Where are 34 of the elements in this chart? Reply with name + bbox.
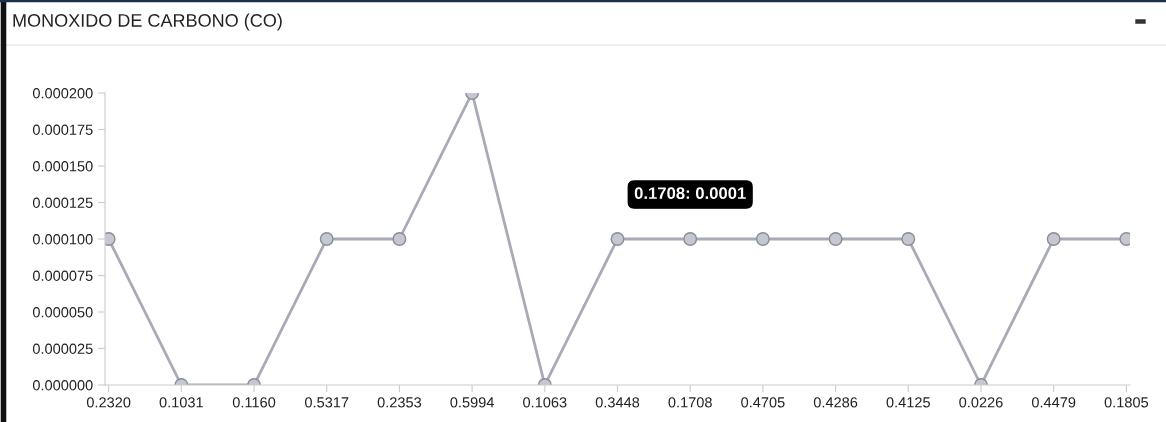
- x-tick-label: 0.4705: [741, 397, 785, 408]
- x-tick-label: 0.4125: [886, 397, 930, 408]
- y-tick-label: 0.000125: [32, 197, 93, 208]
- y-tick-label: 0.000175: [32, 124, 93, 135]
- point: [319, 232, 334, 246]
- y-tick-label: 0.000025: [32, 343, 93, 354]
- x-tick-label: 0.1160: [232, 397, 276, 408]
- x-tick-label: 0.4479: [1031, 397, 1076, 408]
- x-tick-label: 0.5994: [450, 397, 494, 408]
- x-tick-label: 0.4286: [813, 397, 858, 408]
- point: [1046, 232, 1061, 246]
- x-tick-label: 0.0226: [959, 397, 1003, 408]
- x-tick-label: 0.1708: [668, 397, 712, 408]
- y-tick-label: 0.000150: [32, 161, 93, 172]
- x-tick-label: 0.2320: [86, 397, 131, 408]
- point: [392, 232, 407, 246]
- x-tick-label: 0.1031: [159, 397, 203, 408]
- y-tick-label: 0.000200: [32, 88, 93, 99]
- x-tick-label: 0.3448: [595, 397, 640, 408]
- annotation: 0.1708: 0.0001: [634, 187, 746, 200]
- x-tick-label: 0.1063: [523, 397, 567, 408]
- x-tick-label: 0.5317: [304, 397, 349, 408]
- point: [901, 232, 916, 246]
- y-tick-label: 0.000050: [32, 307, 93, 318]
- y-tick-label: 0.000000: [32, 380, 93, 391]
- chart-title: MONOXIDO DE CARBONO (CO): [13, 13, 282, 31]
- point: [683, 232, 698, 246]
- point: [610, 232, 625, 246]
- x-tick-label: 0.1805: [1104, 397, 1149, 408]
- y-tick-label: 0.000100: [32, 234, 93, 245]
- point: [755, 232, 770, 246]
- y-tick-label: 0.000075: [32, 270, 93, 281]
- point: [828, 232, 843, 246]
- x-tick-label: 0.2353: [377, 397, 422, 408]
